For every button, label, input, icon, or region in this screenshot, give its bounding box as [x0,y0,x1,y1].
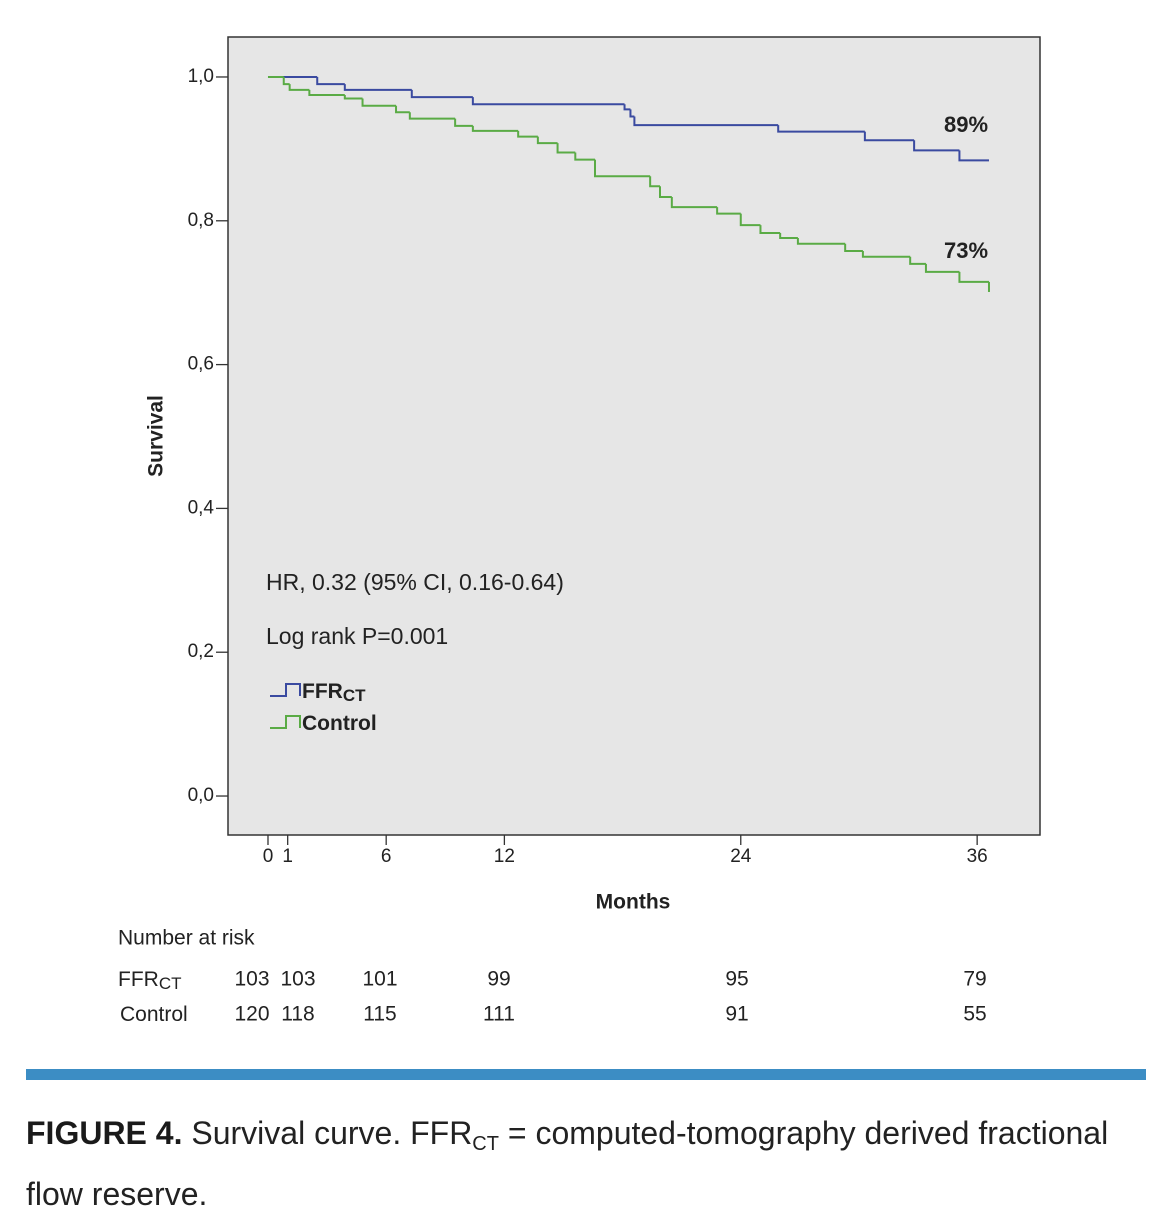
caption-subscript: CT [472,1133,499,1155]
survival-step [556,143,576,154]
x-tick-label: 1 [282,846,293,867]
legend-name-subscript: CT [343,686,366,705]
x-tick-label: 0 [263,846,274,867]
legend-swatch [270,715,301,729]
legend-swatch [270,683,301,697]
caption-label: FIGURE 4. [26,1115,183,1151]
risk-count: 111 [483,1003,515,1026]
survival-step [288,84,310,91]
annotation: HR, 0.32 (95% CI, 0.16-0.64) [266,569,564,595]
risk-count: 103 [234,968,269,991]
legend-label: Control [302,712,377,735]
survival-step [670,197,718,209]
survival-step [958,150,989,162]
divider-rule [26,1069,1146,1080]
survival-step [308,89,345,96]
risk-row-name: Control [120,1003,188,1026]
legend-name: Control [302,712,377,735]
survival-step [282,76,290,86]
survival-step [316,76,345,86]
risk-row-label: FFRCT [118,968,182,994]
survival-step [633,116,779,127]
survival-step [395,105,410,114]
annotation: 73% [944,238,988,263]
survival-step [623,104,631,111]
legend-label: FFRCT [302,680,366,706]
survival-step [408,112,456,120]
survival-step [471,125,519,132]
risk-count: 91 [725,1003,748,1026]
survival-step [593,159,651,178]
risk-count: 99 [487,968,510,991]
survival-step [796,238,846,245]
survival-step [958,271,989,283]
survival-step [909,256,926,265]
survival-step [343,84,412,91]
x-tick-label: 6 [381,846,392,867]
survival-step [343,94,363,100]
plot-area [227,36,1041,836]
survival-step [629,109,635,118]
x-tick-label: 12 [494,846,515,867]
survival-step [759,225,781,235]
survival-step [410,89,473,99]
survival-step [779,233,798,240]
risk-count: 55 [963,1003,986,1026]
survival-step [536,136,558,145]
survival-step [659,186,672,199]
caption-text-after: = computed-tomography derived fractional… [26,1115,1109,1212]
survival-step [361,98,397,107]
survival-step [863,131,915,142]
caption-text: Survival curve. FFR [191,1115,473,1151]
y-tick-label: 0,4 [188,497,215,518]
risk-row-name: FFR [118,968,159,991]
survival-step [913,140,960,152]
legend-name: FFR [302,680,343,703]
survival-step [574,152,595,161]
y-tick-label: 0,6 [188,354,214,375]
survival-step [716,207,741,215]
x-tick-label: 24 [730,846,752,867]
y-axis-label: Survival [145,395,168,477]
chart: Survival Months Number at risk 0,0 0,2 0,4… [118,36,1041,1026]
survival-step [649,176,661,188]
risk-count: 101 [362,968,397,991]
y-tick-label: 0,0 [188,785,214,806]
risk-row-name-subscript: CT [159,974,182,993]
survival-step [454,118,473,127]
risk-count: 115 [363,1003,396,1026]
survival-step [471,97,625,106]
annotation: 89% [944,112,988,137]
survival-step [924,263,960,273]
risk-count: 120 [234,1003,269,1026]
figure-caption: FIGURE 4. Survival curve. FFRCT = comput… [26,1108,1151,1219]
survival-step [844,243,863,252]
x-axis-label: Months [596,891,671,914]
risk-count: 79 [963,968,986,991]
x-tick-label: 36 [967,846,988,867]
annotation: Log rank P=0.001 [266,623,448,649]
risk-count: 118 [281,1003,314,1026]
y-tick-label: 1,0 [188,66,214,87]
survival-step [777,125,865,133]
y-tick-label: 0,2 [188,641,214,662]
survival-step [517,130,538,138]
risk-row-label: Control [120,1003,188,1026]
risk-count: 95 [725,968,748,991]
y-tick-label: 0,8 [188,210,214,231]
survival-step [861,250,911,258]
risk-table-title: Number at risk [118,927,255,950]
risk-count: 103 [280,968,315,991]
survival-step [739,213,761,227]
